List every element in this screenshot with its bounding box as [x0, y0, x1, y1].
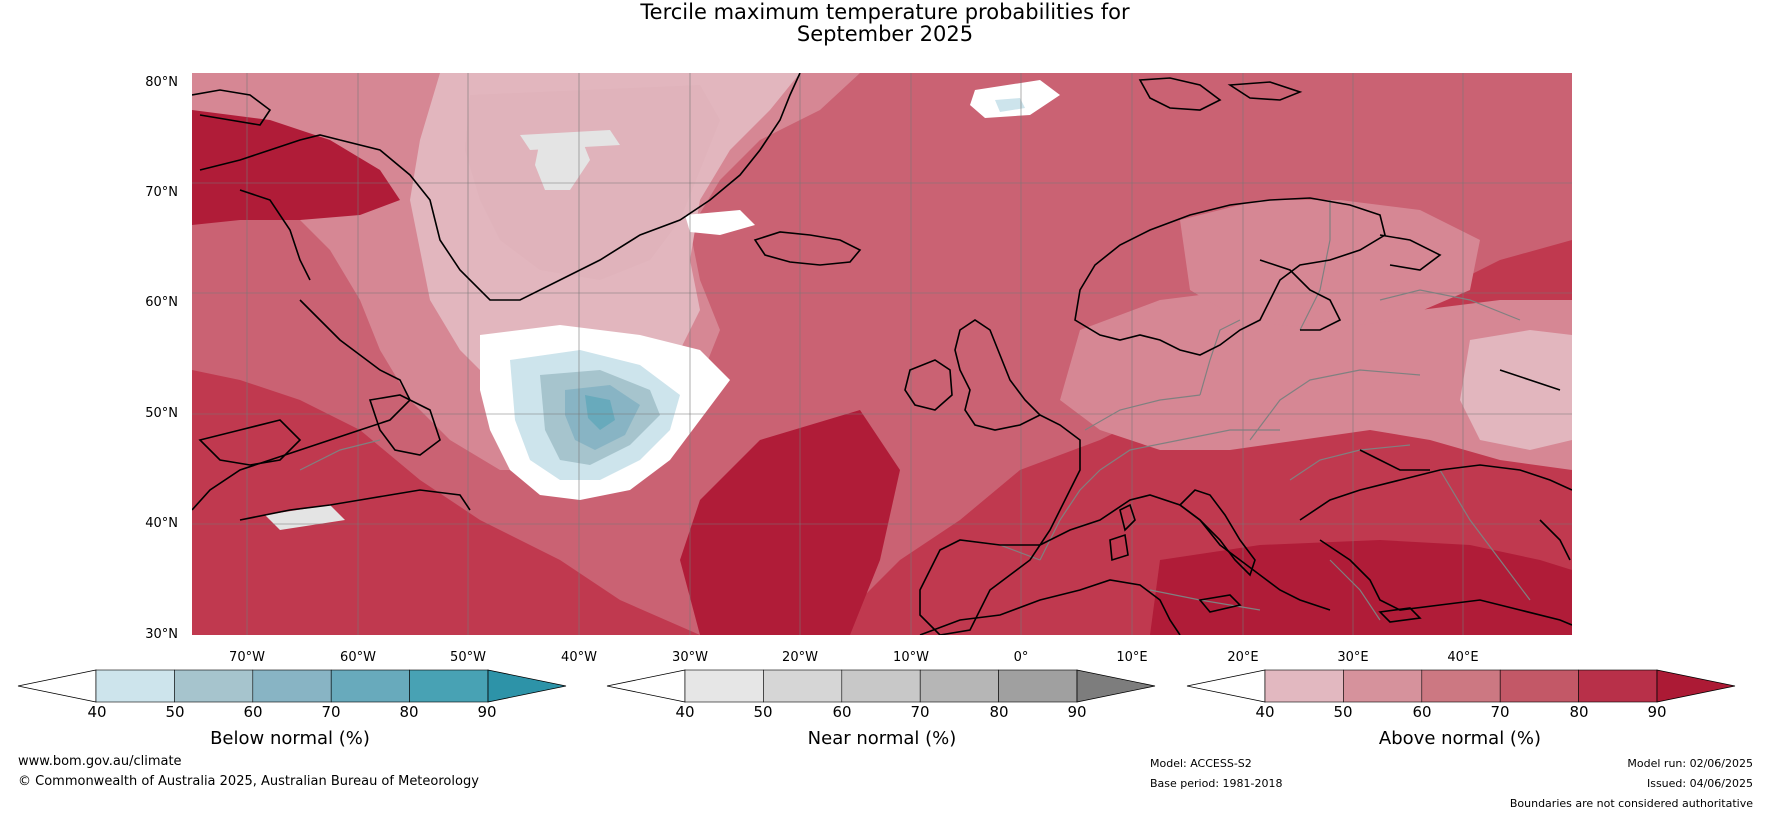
above-normal-60-70-region-scandinavia	[1180, 200, 1480, 330]
colorbar-below-tick-50: 50	[165, 703, 185, 721]
colorbar-above-title: Above normal (%)	[1378, 728, 1542, 749]
colorbar-near-tick-50: 50	[753, 703, 773, 721]
meta-model-run: Model run: 02/06/2025	[1627, 757, 1753, 770]
colorbar-above-tick-50: 50	[1333, 703, 1353, 721]
colorbar-below-tick-90: 90	[477, 703, 497, 721]
colorbar-above-tick-80: 80	[1569, 703, 1589, 721]
colorbar-near-under-triangle	[606, 669, 686, 703]
colorbar-below-segment	[252, 669, 332, 703]
colorbar-above-segment	[1343, 669, 1423, 703]
above-normal-90-plus-region	[680, 410, 900, 635]
colorbar-below-over-triangle	[487, 669, 567, 703]
footer-copyright: © Commonwealth of Australia 2025, Austra…	[18, 774, 479, 789]
map-gridlines	[192, 73, 1572, 635]
lon-label-10w: 10°W	[893, 650, 929, 665]
colorbar-below-tick-60: 60	[243, 703, 263, 721]
lat-label-60n: 60°N	[145, 295, 178, 310]
colorbar-near-tick-70: 70	[910, 703, 930, 721]
colorbar-below-tick-80: 80	[399, 703, 419, 721]
above-normal-50-60-region-east	[1460, 330, 1572, 450]
meta-issued: Issued: 04/06/2025	[1646, 777, 1753, 790]
colorbar-below-segment	[174, 669, 254, 703]
map-title-line-1: Tercile maximum temperature probabilitie…	[640, 0, 1130, 24]
colorbar-near-segment	[841, 669, 921, 703]
colorbar-below-tick-70: 70	[321, 703, 341, 721]
colorbar-near-segment	[684, 669, 764, 703]
probability-field	[192, 73, 1572, 635]
meta-base-period: Base period: 1981-2018	[1150, 777, 1283, 790]
colorbar-above-tick-70: 70	[1490, 703, 1510, 721]
colorbar-near-segment	[763, 669, 843, 703]
below-normal-patch-arctic	[995, 98, 1025, 112]
lon-label-30e: 30°E	[1337, 650, 1369, 665]
coastlines	[192, 73, 1572, 635]
near-normal-white-patch-iceland	[685, 210, 755, 235]
colorbar-near-tick-90: 90	[1067, 703, 1087, 721]
lon-label-20e: 20°E	[1227, 650, 1259, 665]
footer-website: www.bom.gov.au/climate	[18, 754, 182, 769]
colorbar-below-tick-40: 40	[87, 703, 107, 721]
above-normal-40-50-region	[465, 85, 720, 280]
colorbar-above-tick-90: 90	[1647, 703, 1667, 721]
lon-label-60w: 60°W	[340, 650, 376, 665]
colorbar-above	[1186, 669, 1736, 703]
meta-model: Model: ACCESS-S2	[1150, 757, 1252, 770]
above-normal-60-70-region-europe	[1060, 290, 1572, 470]
colorbar-near-title: Near normal (%)	[807, 728, 957, 749]
lat-label-30n: 30°N	[145, 627, 178, 642]
colorbar-near-segment	[998, 669, 1078, 703]
colorbar-above-tick-60: 60	[1412, 703, 1432, 721]
meta-disclaimer: Boundaries are not considered authoritat…	[1509, 797, 1753, 810]
colorbar-below-segment	[95, 669, 175, 703]
lat-label-70n: 70°N	[145, 185, 178, 200]
colorbar-below-segment	[330, 669, 410, 703]
lat-label-50n: 50°N	[145, 406, 178, 421]
colorbar-near-tick-80: 80	[989, 703, 1009, 721]
colorbar-near-tick-60: 60	[832, 703, 852, 721]
colorbar-below-title: Below normal (%)	[210, 728, 370, 749]
map-title-line-2: September 2025	[796, 22, 974, 46]
colorbar-above-segment	[1264, 669, 1344, 703]
colorbar-above-segment	[1578, 669, 1658, 703]
colorbar-above-segment	[1499, 669, 1579, 703]
lon-label-30w: 30°W	[672, 650, 708, 665]
colorbar-below-segment	[409, 669, 489, 703]
colorbar-above-over-triangle	[1656, 669, 1736, 703]
colorbar-above-tick-40: 40	[1255, 703, 1275, 721]
colorbar-near	[606, 669, 1156, 703]
above-normal-90-plus-region-labrador	[192, 110, 400, 225]
lon-label-70w: 70°W	[229, 650, 265, 665]
lon-label-20w: 20°W	[782, 650, 818, 665]
colorbar-near-segment	[919, 669, 999, 703]
lat-label-80n: 80°N	[145, 75, 178, 90]
lon-label-40e: 40°E	[1447, 650, 1479, 665]
lat-label-40n: 40°N	[145, 516, 178, 531]
colorbar-above-under-triangle	[1186, 669, 1266, 703]
colorbar-near-tick-40: 40	[675, 703, 695, 721]
lon-label-40w: 40°W	[561, 650, 597, 665]
colorbar-below	[17, 669, 567, 703]
colorbar-group	[17, 669, 1736, 703]
above-normal-90-plus-region-med	[1150, 540, 1572, 635]
near-normal-grey-patch-2	[520, 130, 620, 150]
below-normal-70-80-region	[585, 395, 615, 430]
colorbar-above-segment	[1421, 669, 1501, 703]
lon-label-50w: 50°W	[450, 650, 486, 665]
lon-label-0: 0°	[1013, 650, 1029, 665]
colorbar-near-over-triangle	[1076, 669, 1156, 703]
lon-label-10e: 10°E	[1116, 650, 1148, 665]
colorbar-below-under-triangle	[17, 669, 97, 703]
